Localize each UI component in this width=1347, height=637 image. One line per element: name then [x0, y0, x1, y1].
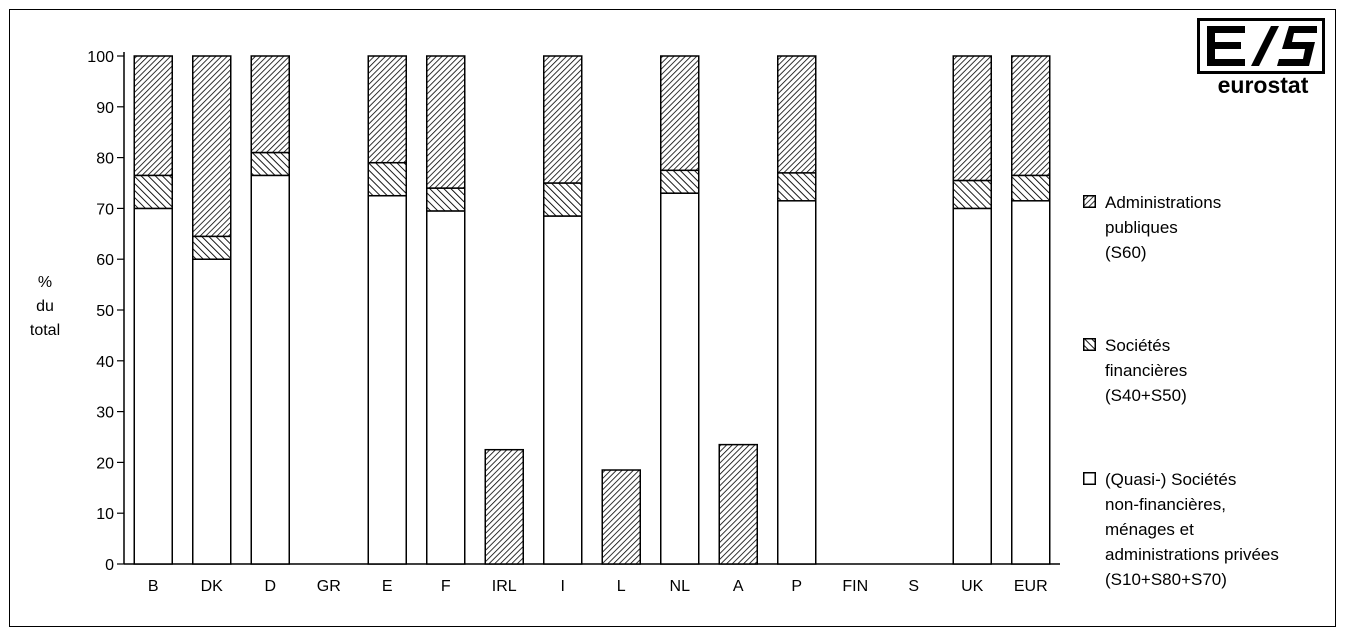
bar-segment: [660, 169, 700, 194]
x-tick-label: NL: [670, 578, 691, 595]
legend-label-line: (S40+S50): [1105, 386, 1187, 405]
x-tick-label: F: [441, 578, 451, 595]
x-tick-label: P: [791, 578, 802, 595]
bar-segment: [660, 192, 700, 565]
legend-label-line: Administrations: [1105, 193, 1222, 212]
x-tick-label: EUR: [1014, 578, 1048, 595]
bar-segment: [543, 55, 583, 184]
bar-segment: [426, 55, 466, 189]
bar-segment: [777, 55, 817, 174]
legend-swatch: [1083, 338, 1096, 351]
x-tick-label: GR: [317, 578, 341, 595]
bar-segment: [952, 207, 992, 565]
bar-segment: [426, 210, 466, 565]
bar-segment: [601, 469, 641, 565]
bar-segment: [718, 443, 758, 565]
bar-segment: [250, 151, 290, 177]
bar-segment: [543, 182, 583, 217]
y-tick-label: 20: [96, 455, 114, 472]
bar-segment: [133, 174, 173, 210]
bar-segment: [777, 172, 817, 202]
bar-segment: [1011, 55, 1051, 177]
legend-label-line: publiques: [1105, 218, 1178, 237]
bar-segment: [192, 258, 232, 565]
y-tick-label: 90: [96, 100, 114, 117]
bar-segment: [133, 207, 173, 565]
y-axis-label: du: [36, 298, 54, 315]
bar-segment: [543, 215, 583, 565]
legend-label-line: financières: [1105, 361, 1188, 380]
bar-segment: [426, 187, 466, 212]
eurostat-logo-mark: [1197, 18, 1325, 74]
bar-segment: [660, 55, 700, 172]
y-axis-label: %: [38, 274, 52, 291]
bar-segment: [367, 194, 407, 565]
x-tick-label: UK: [961, 578, 984, 595]
legend-item: Sociétés financières (S40+S50): [1083, 333, 1347, 408]
legend-label-line: non-financières,: [1105, 495, 1226, 514]
bar-segment: [192, 55, 232, 238]
chart-frame: [9, 9, 1336, 627]
y-tick-label: 30: [96, 405, 114, 422]
legend-label-line: (Quasi-) Sociétés: [1105, 470, 1237, 489]
bar-segment: [367, 55, 407, 164]
bar-segment: [250, 174, 290, 565]
y-tick-label: 40: [96, 354, 114, 371]
x-tick-label: D: [264, 578, 276, 595]
y-tick-label: 70: [96, 201, 114, 218]
x-tick-label: IRL: [492, 578, 517, 595]
bar-segment: [192, 235, 232, 260]
y-tick-label: 50: [96, 303, 114, 320]
bar-segment: [250, 55, 290, 154]
legend-label-line: (S60): [1105, 243, 1147, 262]
legend-label-line: ménages et: [1105, 520, 1194, 539]
x-tick-label: E: [382, 578, 393, 595]
x-tick-label: DK: [201, 578, 224, 595]
legend-swatch: [1083, 195, 1096, 208]
x-tick-label: L: [617, 578, 626, 595]
legend-label-line: administrations privées: [1105, 545, 1279, 564]
y-axis-label: total: [30, 322, 60, 339]
legend-item: (Quasi-) Sociétés non-financières, ménages…: [1083, 467, 1347, 592]
x-tick-label: FIN: [842, 578, 868, 595]
legend-label-line: Sociétés: [1105, 336, 1171, 355]
bar-segment: [367, 161, 407, 197]
bar-segment: [133, 55, 173, 177]
bar-segment: [952, 55, 992, 182]
legend-label-line: (S10+S80+S70): [1105, 570, 1227, 589]
bar-segment: [1011, 174, 1051, 202]
legend-swatch: [1083, 472, 1096, 485]
y-tick-label: 100: [87, 49, 114, 66]
bar-segment: [484, 448, 524, 565]
bar-segment: [777, 200, 817, 565]
y-tick-label: 80: [96, 151, 114, 168]
legend-item: Administrations publiques (S60): [1083, 190, 1347, 265]
x-tick-label: A: [733, 578, 744, 595]
y-tick-label: 10: [96, 506, 114, 523]
x-tick-label: B: [148, 578, 159, 595]
bar-segment: [952, 179, 992, 210]
y-tick-label: 60: [96, 252, 114, 269]
eurostat-wordmark: eurostat: [1217, 72, 1309, 98]
bar-segment: [1011, 200, 1051, 565]
x-tick-label: S: [908, 578, 919, 595]
x-tick-label: I: [561, 578, 565, 595]
y-tick-label: 0: [105, 557, 114, 574]
eurostat-logo: eurostat: [1197, 18, 1329, 98]
